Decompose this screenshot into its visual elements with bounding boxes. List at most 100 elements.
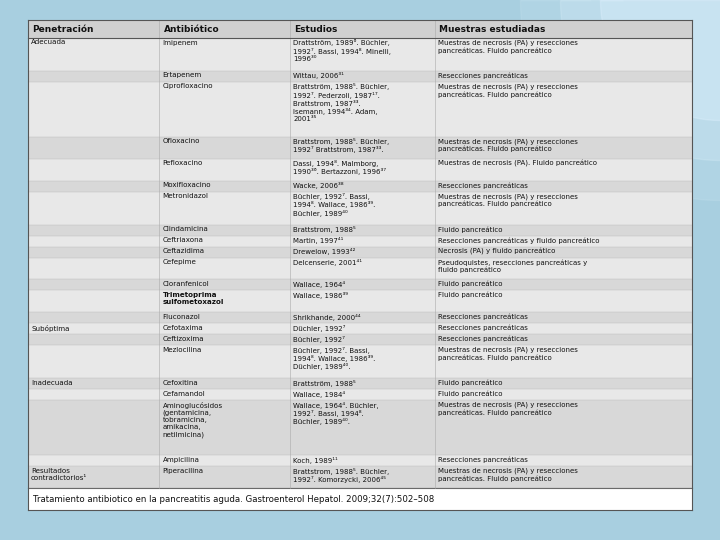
- Text: Büchler, 1992⁷. Bassi,
1994⁸. Wallace, 1986³⁹.
Büchler, 1989⁴⁰: Büchler, 1992⁷. Bassi, 1994⁸. Wallace, 1…: [293, 193, 376, 217]
- Text: Inadecuada: Inadecuada: [31, 380, 73, 386]
- Bar: [28, 137, 692, 159]
- Text: Fluido pancreático: Fluido pancreático: [438, 226, 503, 233]
- Bar: [28, 181, 692, 192]
- Bar: [28, 389, 692, 400]
- Text: Drewelow, 1993⁴²: Drewelow, 1993⁴²: [293, 248, 356, 255]
- Text: Resecciones pancreáticas y fluido pancreático: Resecciones pancreáticas y fluido pancre…: [438, 237, 600, 244]
- Text: Muestras de necrosis (PA) y resecciones
pancreáticas. Fluido pancreático: Muestras de necrosis (PA) y resecciones …: [438, 193, 578, 207]
- Bar: [28, 400, 692, 455]
- Text: Wallace, 1964⁴. Büchler,
1992⁷. Bassi, 1994⁸.
Büchler, 1989⁴⁰.: Wallace, 1964⁴. Büchler, 1992⁷. Bassi, 1…: [293, 402, 379, 425]
- Text: Fluido pancreático: Fluido pancreático: [438, 380, 503, 386]
- Bar: [28, 71, 692, 82]
- Text: Brattström, 1988⁵: Brattström, 1988⁵: [293, 380, 356, 387]
- Text: Cefamandol: Cefamandol: [163, 391, 205, 397]
- Text: Resecciones pancreáticas: Resecciones pancreáticas: [438, 72, 528, 79]
- Text: Trimetoprima
sulfometoxazol: Trimetoprima sulfometoxazol: [163, 292, 224, 305]
- Text: Adecuada: Adecuada: [31, 39, 66, 45]
- Text: Cefotaxima: Cefotaxima: [163, 325, 203, 331]
- Text: Fluido pancreático: Fluido pancreático: [438, 281, 503, 287]
- Text: Büchler, 1992⁷: Büchler, 1992⁷: [293, 336, 345, 343]
- Text: Brattstrom, 1988⁵. Büchler,
1992⁷. Komorzycki, 2006⁴⁵: Brattstrom, 1988⁵. Büchler, 1992⁷. Komor…: [293, 468, 390, 483]
- Text: Wittau, 2006³¹: Wittau, 2006³¹: [293, 72, 344, 79]
- Text: Resultados
contradictorios¹: Resultados contradictorios¹: [31, 468, 87, 481]
- Bar: [28, 345, 692, 378]
- Text: Muestras estudiadas: Muestras estudiadas: [439, 24, 546, 33]
- Text: Penetración: Penetración: [32, 24, 94, 33]
- Text: Moxifloxacino: Moxifloxacino: [163, 182, 211, 188]
- Bar: [28, 225, 692, 235]
- Text: Muestras de necrosis (PA) y resecciones
pancreáticas. Fluido pancreático: Muestras de necrosis (PA) y resecciones …: [438, 347, 578, 361]
- Text: Ampicilina: Ampicilina: [163, 457, 199, 463]
- Text: Mezlocilina: Mezlocilina: [163, 347, 202, 353]
- Text: Metronidazol: Metronidazol: [163, 193, 209, 199]
- Bar: [28, 313, 692, 323]
- Text: Imipenem: Imipenem: [163, 39, 198, 45]
- Text: Koch, 1989¹¹: Koch, 1989¹¹: [293, 457, 338, 463]
- Text: Muestras de necrosis (PA) y resecciones
pancreáticas. Fluido pancreático: Muestras de necrosis (PA) y resecciones …: [438, 468, 578, 482]
- Text: Brattstrom, 1988⁵. Büchler,
1992⁷ Brattstrom, 1987³³.: Brattstrom, 1988⁵. Büchler, 1992⁷ Bratts…: [293, 138, 390, 153]
- Text: Subóptima: Subóptima: [31, 325, 70, 332]
- Bar: [28, 258, 692, 280]
- Text: Drattström, 1989⁶. Büchler,
1992⁷. Bassi, 1994⁸. Minelli,
1996³⁰: Drattström, 1989⁶. Büchler, 1992⁷. Bassi…: [293, 39, 391, 62]
- Text: Clindamicina: Clindamicina: [163, 226, 208, 232]
- Text: Aminoglucósidos
(gentamicina,
tobramicina,
amikacina,
netilmicina): Aminoglucósidos (gentamicina, tobramicin…: [163, 402, 222, 438]
- Bar: [28, 20, 692, 38]
- Bar: [28, 159, 692, 181]
- Text: Necrosis (PA) y fluido pancreático: Necrosis (PA) y fluido pancreático: [438, 248, 555, 255]
- Text: Resecciones pancreáticas: Resecciones pancreáticas: [438, 325, 528, 332]
- Text: Shrikhande, 2000⁴⁴: Shrikhande, 2000⁴⁴: [293, 314, 361, 321]
- Text: Ceftizoxima: Ceftizoxima: [163, 336, 204, 342]
- Text: Ciprofloxacino: Ciprofloxacino: [163, 83, 213, 90]
- Text: Fluconazol: Fluconazol: [163, 314, 200, 320]
- Text: Muestras de necrosis (PA) y resecciones
pancreáticas. Fluido pancreático: Muestras de necrosis (PA) y resecciones …: [438, 402, 578, 416]
- Text: Resecciones pancreáticas: Resecciones pancreáticas: [438, 314, 528, 320]
- Text: Muestras de necrosis (PA) y resecciones
pancreáticas. Fluido pancreático: Muestras de necrosis (PA) y resecciones …: [438, 39, 578, 53]
- Bar: [28, 455, 692, 466]
- Text: Wallace, 1986³⁹: Wallace, 1986³⁹: [293, 292, 348, 299]
- Text: Antibiótico: Antibiótico: [163, 24, 219, 33]
- Text: Resecciones pancreáticas: Resecciones pancreáticas: [438, 182, 528, 188]
- Text: Brattstrom, 1988⁵: Brattstrom, 1988⁵: [293, 226, 356, 233]
- Text: Düchler, 1992⁷: Düchler, 1992⁷: [293, 325, 346, 332]
- Bar: [28, 280, 692, 291]
- Text: Wallace, 1984⁴: Wallace, 1984⁴: [293, 391, 346, 398]
- Text: Wacke, 2006³⁸: Wacke, 2006³⁸: [293, 182, 343, 189]
- Bar: [28, 20, 692, 488]
- Text: Muestras de necrosis (PA) y resecciones
pancreáticas. Fluido pancreático: Muestras de necrosis (PA) y resecciones …: [438, 138, 578, 152]
- Text: Ceftriaxona: Ceftriaxona: [163, 237, 204, 243]
- Bar: [28, 38, 692, 71]
- Text: Pefloxacino: Pefloxacino: [163, 160, 203, 166]
- Bar: [28, 466, 692, 488]
- Text: Ofloxacino: Ofloxacino: [163, 138, 200, 144]
- Text: Ceftazidima: Ceftazidima: [163, 248, 204, 254]
- Text: Muestras de necrosis (PA) y resecciones
pancreáticas. Fluido pancreático: Muestras de necrosis (PA) y resecciones …: [438, 83, 578, 98]
- Text: Resecciones pancreáticas: Resecciones pancreáticas: [438, 336, 528, 342]
- Text: Cefepime: Cefepime: [163, 259, 197, 265]
- Text: Fluido pancreático: Fluido pancreático: [438, 391, 503, 397]
- Text: Martin, 1997⁴¹: Martin, 1997⁴¹: [293, 237, 343, 244]
- Text: Resecciones pancreáticas: Resecciones pancreáticas: [438, 457, 528, 463]
- Text: Ertapenem: Ertapenem: [163, 72, 202, 78]
- Text: Estudios: Estudios: [294, 24, 338, 33]
- Bar: [28, 323, 692, 334]
- Text: Fluido pancreático: Fluido pancreático: [438, 292, 503, 299]
- Bar: [28, 378, 692, 389]
- Text: Pseudoquistes, resecciones pancreáticas y
fluido pancreático: Pseudoquistes, resecciones pancreáticas …: [438, 259, 588, 273]
- Bar: [28, 82, 692, 137]
- Text: Büchler, 1992⁷. Bassi,
1994⁸. Wallace, 1986³⁹.
Düchler, 1989⁴⁰.: Büchler, 1992⁷. Bassi, 1994⁸. Wallace, 1…: [293, 347, 376, 370]
- Bar: [28, 334, 692, 345]
- Bar: [28, 235, 692, 247]
- Bar: [28, 247, 692, 258]
- Text: Tratamiento antibiotico en la pancreatitis aguda. Gastroenterol Hepatol. 2009;32: Tratamiento antibiotico en la pancreatit…: [33, 495, 434, 503]
- Bar: [28, 192, 692, 225]
- Text: Dassi, 1994⁸. Malmborg,
1990³⁶. Bertazzoni, 1996³⁷: Dassi, 1994⁸. Malmborg, 1990³⁶. Bertazzo…: [293, 160, 387, 176]
- Bar: [28, 488, 692, 510]
- Text: Muestras de necrosis (PA). Fluido pancreático: Muestras de necrosis (PA). Fluido pancre…: [438, 160, 597, 167]
- Text: Cefoxitina: Cefoxitina: [163, 380, 198, 386]
- Text: Cloranfenicol: Cloranfenicol: [163, 281, 210, 287]
- Text: Delcenserie, 2001⁴¹: Delcenserie, 2001⁴¹: [293, 259, 362, 266]
- Text: Piperacilina: Piperacilina: [163, 468, 204, 474]
- Text: Wallace, 1964⁴: Wallace, 1964⁴: [293, 281, 346, 288]
- Text: Brattström, 1988⁵. Büchler,
1992⁷. Pederzoli, 1987¹⁷.
Brattstrom, 1987³³.
Iseman: Brattström, 1988⁵. Büchler, 1992⁷. Peder…: [293, 83, 390, 122]
- Bar: [28, 291, 692, 313]
